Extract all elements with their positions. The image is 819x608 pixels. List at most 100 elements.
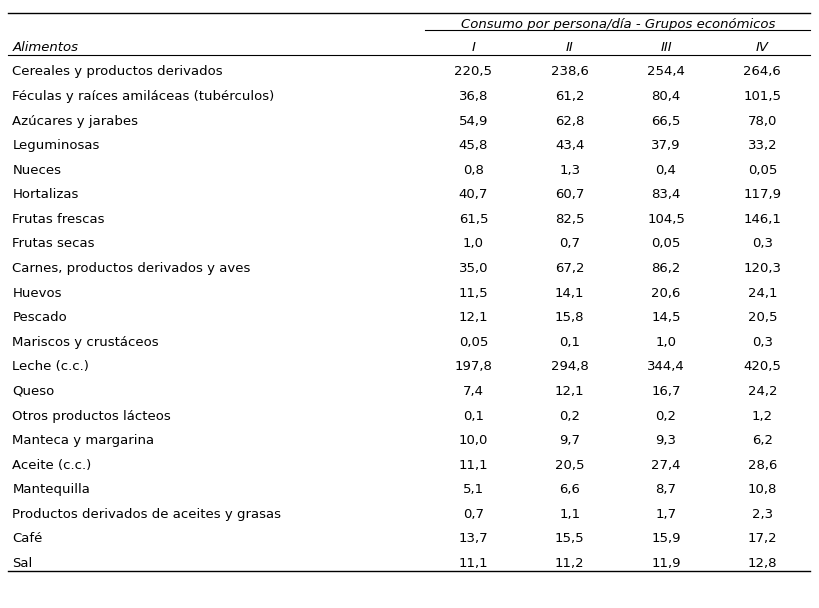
Text: Café: Café (12, 533, 43, 545)
Text: Hortalizas: Hortalizas (12, 188, 79, 201)
Text: 9,3: 9,3 (654, 434, 676, 447)
Text: 16,7: 16,7 (650, 385, 680, 398)
Text: Pescado: Pescado (12, 311, 67, 324)
Text: 0,2: 0,2 (654, 410, 676, 423)
Text: 36,8: 36,8 (459, 90, 487, 103)
Text: IV: IV (755, 41, 768, 54)
Text: 220,5: 220,5 (454, 66, 492, 78)
Text: 1,3: 1,3 (559, 164, 580, 177)
Text: 37,9: 37,9 (650, 139, 680, 152)
Text: 117,9: 117,9 (742, 188, 781, 201)
Text: Leche (c.c.): Leche (c.c.) (12, 361, 89, 373)
Text: Mariscos y crustáceos: Mariscos y crustáceos (12, 336, 159, 349)
Text: 20,5: 20,5 (554, 458, 584, 472)
Text: 33,2: 33,2 (747, 139, 776, 152)
Text: 0,8: 0,8 (463, 164, 483, 177)
Text: 11,1: 11,1 (458, 557, 488, 570)
Text: 80,4: 80,4 (650, 90, 680, 103)
Text: 20,5: 20,5 (747, 311, 776, 324)
Text: 0,7: 0,7 (559, 238, 580, 250)
Text: I: I (471, 41, 475, 54)
Text: 0,1: 0,1 (463, 410, 483, 423)
Text: III: III (659, 41, 671, 54)
Text: 2,3: 2,3 (751, 508, 772, 521)
Text: 43,4: 43,4 (554, 139, 584, 152)
Text: Huevos: Huevos (12, 286, 61, 300)
Text: 10,0: 10,0 (459, 434, 487, 447)
Text: 45,8: 45,8 (459, 139, 487, 152)
Text: 12,8: 12,8 (747, 557, 776, 570)
Text: 15,8: 15,8 (554, 311, 584, 324)
Text: 120,3: 120,3 (742, 262, 781, 275)
Text: Consumo por persona/día - Grupos económicos: Consumo por persona/día - Grupos económi… (460, 18, 774, 31)
Text: 0,2: 0,2 (559, 410, 580, 423)
Text: 294,8: 294,8 (550, 361, 588, 373)
Text: 61,5: 61,5 (458, 213, 487, 226)
Text: 82,5: 82,5 (554, 213, 584, 226)
Text: Sal: Sal (12, 557, 33, 570)
Text: 40,7: 40,7 (459, 188, 487, 201)
Text: 254,4: 254,4 (646, 66, 684, 78)
Text: Nueces: Nueces (12, 164, 61, 177)
Text: 5,1: 5,1 (463, 483, 483, 496)
Text: 0,7: 0,7 (463, 508, 483, 521)
Text: 20,6: 20,6 (650, 286, 680, 300)
Text: 61,2: 61,2 (554, 90, 584, 103)
Text: 14,1: 14,1 (554, 286, 584, 300)
Text: 420,5: 420,5 (743, 361, 781, 373)
Text: 11,9: 11,9 (650, 557, 680, 570)
Text: 60,7: 60,7 (554, 188, 584, 201)
Text: Carnes, productos derivados y aves: Carnes, productos derivados y aves (12, 262, 251, 275)
Text: 146,1: 146,1 (743, 213, 781, 226)
Text: Azúcares y jarabes: Azúcares y jarabes (12, 114, 138, 128)
Text: Aceite (c.c.): Aceite (c.c.) (12, 458, 92, 472)
Text: 104,5: 104,5 (646, 213, 684, 226)
Text: 11,5: 11,5 (458, 286, 488, 300)
Text: 54,9: 54,9 (459, 114, 487, 128)
Text: 1,7: 1,7 (654, 508, 676, 521)
Text: Productos derivados de aceites y grasas: Productos derivados de aceites y grasas (12, 508, 281, 521)
Text: 1,0: 1,0 (654, 336, 676, 349)
Text: Manteca y margarina: Manteca y margarina (12, 434, 154, 447)
Text: 0,3: 0,3 (751, 238, 771, 250)
Text: 0,05: 0,05 (459, 336, 487, 349)
Text: 0,4: 0,4 (655, 164, 676, 177)
Text: 344,4: 344,4 (646, 361, 684, 373)
Text: 1,2: 1,2 (751, 410, 772, 423)
Text: 24,2: 24,2 (747, 385, 776, 398)
Text: 83,4: 83,4 (650, 188, 680, 201)
Text: 7,4: 7,4 (463, 385, 483, 398)
Text: 66,5: 66,5 (650, 114, 680, 128)
Text: Frutas secas: Frutas secas (12, 238, 95, 250)
Text: Mantequilla: Mantequilla (12, 483, 90, 496)
Text: 11,2: 11,2 (554, 557, 584, 570)
Text: 197,8: 197,8 (454, 361, 492, 373)
Text: 14,5: 14,5 (650, 311, 680, 324)
Text: 6,2: 6,2 (751, 434, 771, 447)
Text: 78,0: 78,0 (747, 114, 776, 128)
Text: II: II (565, 41, 573, 54)
Text: 28,6: 28,6 (747, 458, 776, 472)
Text: Féculas y raíces amiláceas (tubérculos): Féculas y raíces amiláceas (tubérculos) (12, 90, 274, 103)
Text: 35,0: 35,0 (458, 262, 487, 275)
Text: Otros productos lácteos: Otros productos lácteos (12, 410, 171, 423)
Text: 62,8: 62,8 (554, 114, 584, 128)
Text: 6,6: 6,6 (559, 483, 580, 496)
Text: Leguminosas: Leguminosas (12, 139, 100, 152)
Text: 12,1: 12,1 (554, 385, 584, 398)
Text: 238,6: 238,6 (550, 66, 588, 78)
Text: 15,9: 15,9 (650, 533, 680, 545)
Text: 0,05: 0,05 (747, 164, 776, 177)
Text: 17,2: 17,2 (747, 533, 776, 545)
Text: 0,05: 0,05 (650, 238, 680, 250)
Text: 27,4: 27,4 (650, 458, 680, 472)
Text: 0,1: 0,1 (559, 336, 580, 349)
Text: 8,7: 8,7 (654, 483, 676, 496)
Text: Queso: Queso (12, 385, 54, 398)
Text: 12,1: 12,1 (458, 311, 488, 324)
Text: 264,6: 264,6 (743, 66, 781, 78)
Text: Cereales y productos derivados: Cereales y productos derivados (12, 66, 223, 78)
Text: 11,1: 11,1 (458, 458, 488, 472)
Text: 101,5: 101,5 (742, 90, 781, 103)
Text: Alimentos: Alimentos (12, 41, 78, 54)
